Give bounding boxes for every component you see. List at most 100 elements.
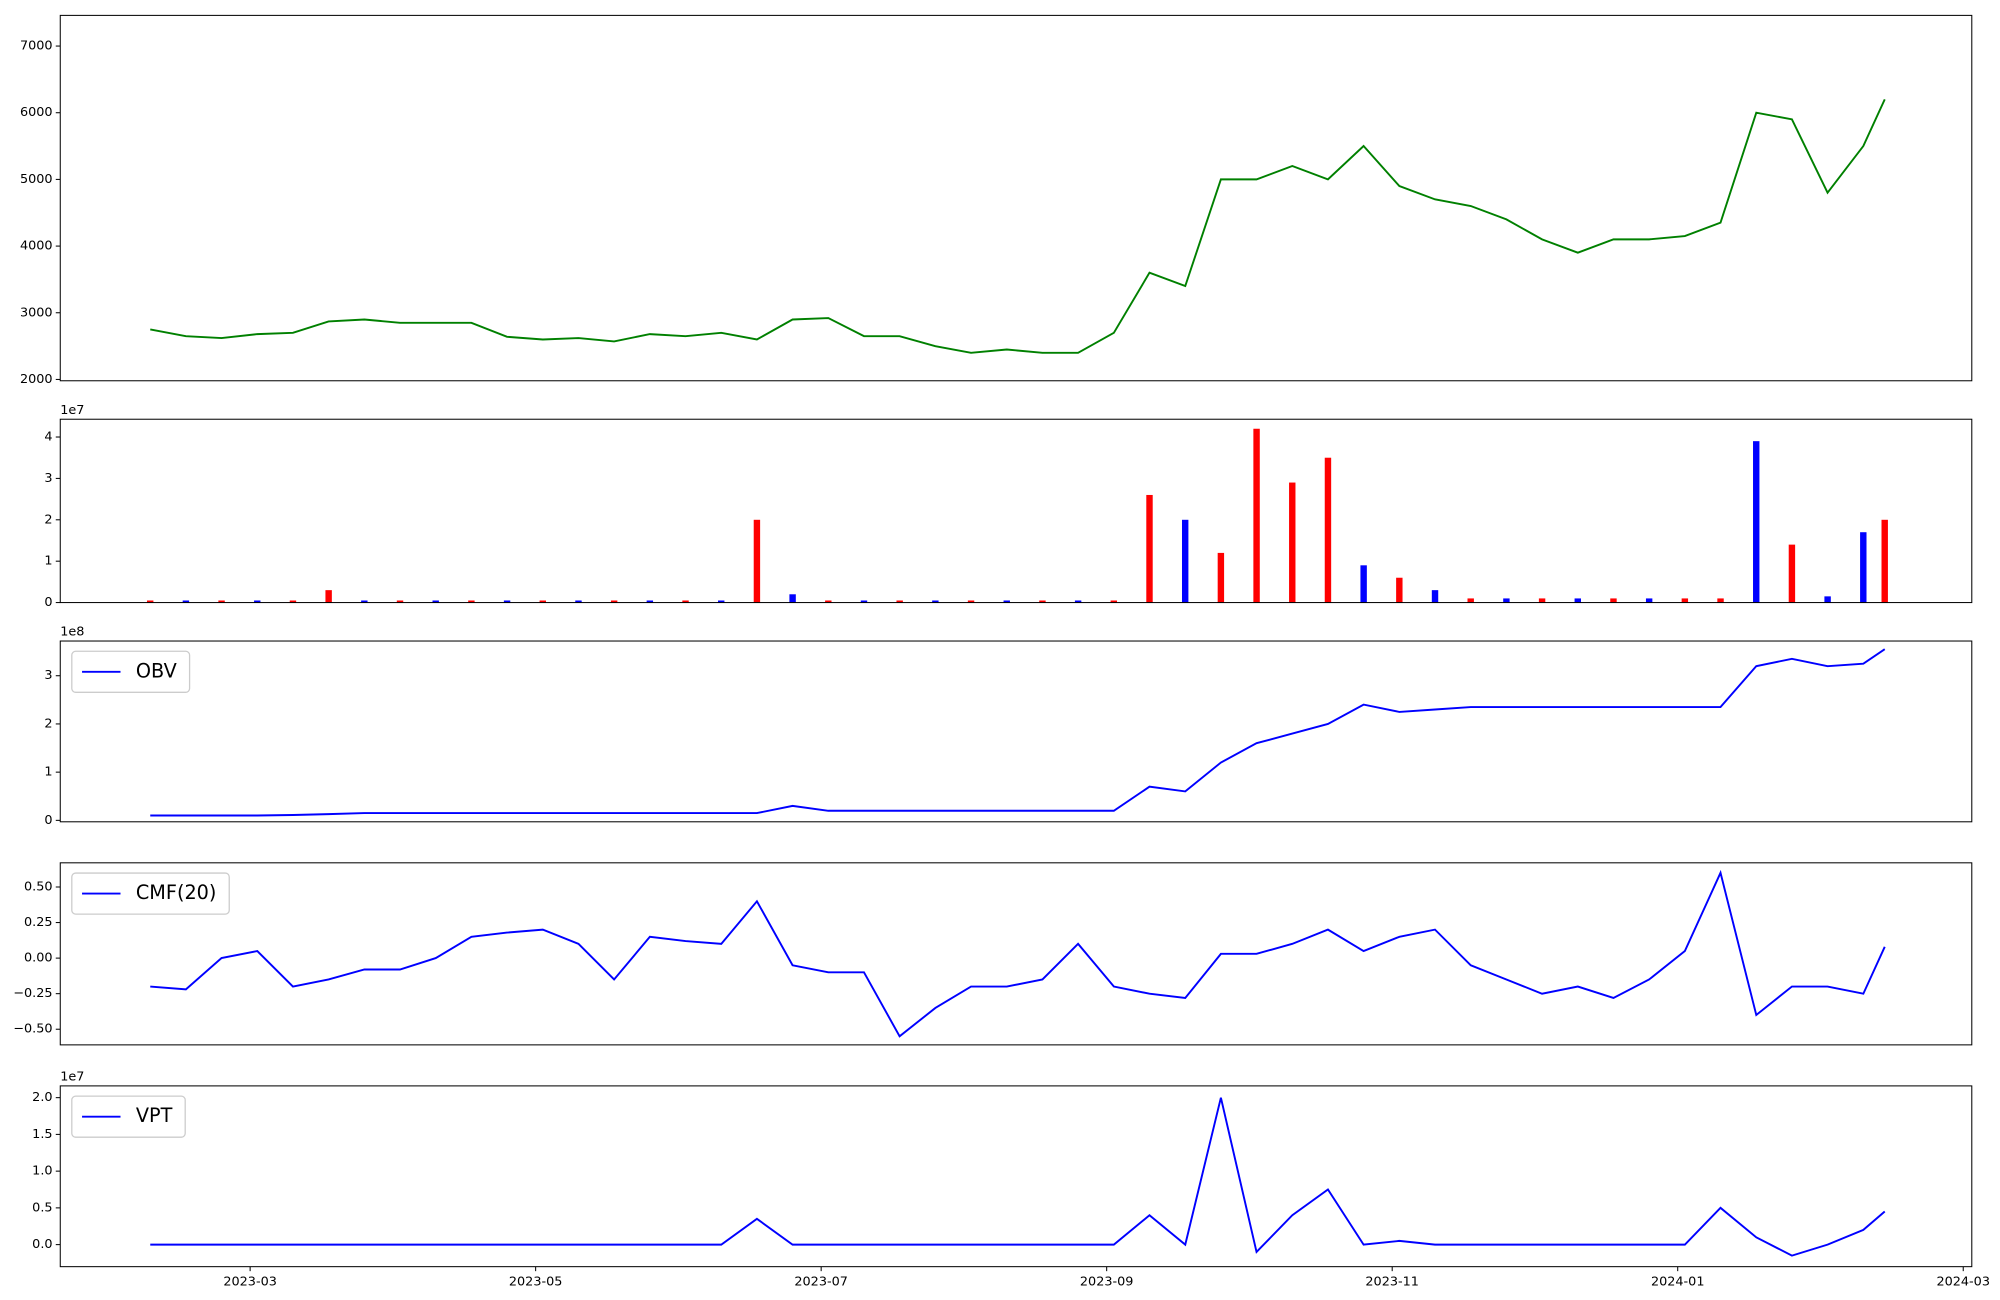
- bar: [1860, 532, 1867, 603]
- bar: [1039, 600, 1046, 603]
- legend-box: [71, 650, 191, 693]
- y-tick-label: 0: [44, 813, 52, 828]
- bar: [610, 600, 618, 603]
- y-tick-label: 1: [44, 554, 52, 569]
- bar: [325, 590, 332, 603]
- y-tick-label: 0.25: [24, 915, 53, 930]
- x-tick-label: 2023-11: [1365, 1275, 1419, 1290]
- bar: [1431, 590, 1439, 603]
- bar: [1289, 482, 1296, 603]
- y-tick-label: 0.50: [24, 879, 53, 894]
- axes-frame: [59, 418, 1973, 604]
- series-line: [150, 98, 1886, 354]
- series-line: [150, 1097, 1886, 1257]
- bar: [539, 600, 546, 603]
- bar: [396, 600, 404, 603]
- bar: [1645, 598, 1653, 603]
- y-tick-label: −0.25: [13, 986, 52, 1001]
- y-tick-label: 0.0: [32, 1237, 52, 1252]
- bar: [932, 600, 939, 603]
- bar: [1360, 565, 1367, 603]
- bar: [967, 600, 975, 603]
- bar: [1881, 519, 1888, 603]
- bar: [896, 600, 903, 603]
- bar: [1074, 600, 1082, 603]
- bar: [789, 594, 796, 603]
- y-tick-label: 7000: [20, 39, 53, 54]
- x-tick-label: 2023-09: [1080, 1275, 1134, 1290]
- legend-box: [71, 872, 230, 915]
- bar: [646, 600, 654, 603]
- offset-label: 1e7: [60, 403, 84, 418]
- bar: [1824, 596, 1831, 603]
- axes-frame: [59, 862, 1973, 1046]
- y-tick-label: 3000: [20, 305, 53, 320]
- bar: [1110, 600, 1118, 603]
- bar: [1538, 598, 1546, 603]
- x-tick-label: 2023-05: [509, 1275, 563, 1290]
- bar: [1003, 600, 1010, 603]
- series-line: [150, 648, 1886, 817]
- axes-frame: [59, 14, 1973, 382]
- y-tick-label: 6000: [20, 105, 53, 120]
- bar: [289, 600, 297, 603]
- legend-text: CMF(20): [136, 881, 217, 904]
- bar: [1396, 577, 1403, 603]
- bar: [218, 600, 225, 603]
- bar: [1217, 552, 1225, 603]
- x-tick-label: 2023-03: [223, 1275, 277, 1290]
- bar: [182, 600, 190, 603]
- bar: [1610, 598, 1617, 603]
- bar: [146, 600, 154, 603]
- y-tick-label: 3: [44, 471, 52, 486]
- x-tick-label: 2024-01: [1651, 1275, 1705, 1290]
- offset-label: 1e7: [60, 1069, 84, 1084]
- y-tick-label: 2: [44, 716, 52, 731]
- bar: [1717, 598, 1724, 603]
- y-tick-label: 1.5: [32, 1127, 52, 1142]
- bar: [1324, 457, 1332, 603]
- y-tick-label: 2: [44, 512, 52, 527]
- bar: [468, 600, 475, 603]
- bar: [432, 600, 439, 603]
- bar: [825, 600, 832, 603]
- y-tick-label: 2.0: [32, 1090, 52, 1105]
- legend-text: OBV: [136, 659, 177, 682]
- y-tick-label: 4: [44, 430, 52, 445]
- axes-frame: [59, 1085, 1973, 1268]
- bar: [1681, 598, 1689, 603]
- bar: [1181, 519, 1189, 603]
- y-tick-label: 0.00: [24, 951, 53, 966]
- y-tick-label: 0: [44, 595, 52, 610]
- y-tick-label: 0.5: [32, 1200, 52, 1215]
- bar: [1753, 441, 1760, 603]
- bar: [718, 600, 725, 603]
- bar: [682, 600, 689, 603]
- bar: [753, 519, 761, 603]
- bar: [361, 600, 368, 603]
- x-tick-label: 2023-07: [794, 1275, 848, 1290]
- bar: [503, 600, 511, 603]
- y-tick-label: 4000: [20, 239, 53, 254]
- bar: [1146, 494, 1153, 603]
- bar: [575, 600, 582, 603]
- y-tick-label: 2000: [20, 372, 53, 387]
- y-tick-label: 1: [44, 765, 52, 780]
- legend-text: VPT: [136, 1104, 173, 1127]
- bar: [1574, 598, 1581, 603]
- y-tick-label: −0.50: [13, 1022, 52, 1037]
- bar: [1253, 428, 1260, 603]
- bar: [1467, 598, 1474, 603]
- y-tick-label: 1.0: [32, 1164, 52, 1179]
- legend-box: [71, 1095, 186, 1138]
- bar: [1503, 598, 1510, 603]
- offset-label: 1e8: [60, 625, 84, 640]
- y-tick-label: 5000: [20, 172, 53, 187]
- x-tick-label: 2024-03: [1936, 1275, 1990, 1290]
- y-tick-label: 3: [44, 668, 52, 683]
- bar: [860, 600, 868, 603]
- axes-frame: [59, 640, 1973, 823]
- series-line: [150, 869, 1886, 1038]
